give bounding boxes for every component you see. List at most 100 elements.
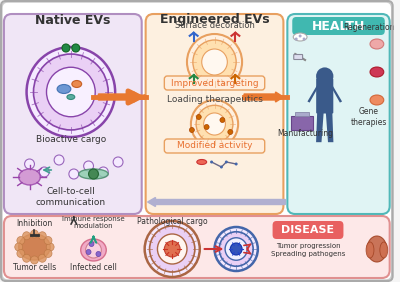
- FancyBboxPatch shape: [146, 14, 284, 214]
- Text: Engineered EVs: Engineered EVs: [160, 14, 269, 27]
- Text: Immune response
modulation: Immune response modulation: [62, 215, 125, 228]
- Circle shape: [44, 250, 52, 257]
- Circle shape: [86, 250, 91, 254]
- Circle shape: [228, 129, 233, 135]
- Polygon shape: [316, 113, 324, 142]
- Text: Pathological cargo: Pathological cargo: [137, 217, 208, 226]
- Ellipse shape: [81, 239, 106, 261]
- Circle shape: [34, 54, 108, 130]
- Circle shape: [25, 159, 34, 169]
- Circle shape: [210, 160, 213, 164]
- Circle shape: [30, 230, 38, 238]
- Circle shape: [23, 254, 30, 262]
- Circle shape: [316, 67, 334, 85]
- Circle shape: [26, 47, 115, 137]
- Circle shape: [86, 242, 101, 258]
- FancyBboxPatch shape: [292, 17, 385, 35]
- Ellipse shape: [370, 67, 384, 77]
- Circle shape: [69, 169, 79, 179]
- Circle shape: [89, 241, 94, 246]
- Circle shape: [302, 38, 306, 41]
- Circle shape: [196, 114, 201, 120]
- Circle shape: [158, 234, 187, 264]
- Circle shape: [225, 238, 247, 260]
- Circle shape: [190, 127, 194, 133]
- Circle shape: [220, 118, 225, 122]
- Circle shape: [164, 241, 180, 257]
- Text: Regeneration: Regeneration: [343, 23, 395, 32]
- Text: Surface decoration: Surface decoration: [174, 21, 254, 30]
- Circle shape: [46, 67, 95, 117]
- Circle shape: [150, 226, 195, 272]
- FancyBboxPatch shape: [287, 14, 390, 214]
- Circle shape: [96, 252, 101, 257]
- Ellipse shape: [19, 234, 50, 260]
- Circle shape: [17, 237, 25, 244]
- Circle shape: [230, 243, 242, 255]
- Circle shape: [219, 232, 253, 266]
- Text: DISEASE: DISEASE: [282, 225, 334, 235]
- Circle shape: [214, 227, 258, 271]
- Ellipse shape: [366, 242, 374, 258]
- Text: Tumor cells: Tumor cells: [13, 263, 56, 272]
- FancyBboxPatch shape: [4, 216, 390, 278]
- Polygon shape: [331, 85, 342, 103]
- Text: Improved targeting: Improved targeting: [171, 78, 258, 87]
- FancyArrow shape: [244, 92, 284, 102]
- Text: Inhibition: Inhibition: [16, 219, 52, 228]
- Ellipse shape: [197, 160, 207, 164]
- FancyBboxPatch shape: [294, 54, 302, 60]
- Ellipse shape: [57, 85, 71, 94]
- Circle shape: [193, 40, 236, 84]
- Circle shape: [113, 157, 123, 167]
- Circle shape: [88, 169, 98, 179]
- Ellipse shape: [19, 169, 40, 185]
- Text: Manufacturing: Manufacturing: [277, 129, 333, 138]
- Circle shape: [225, 160, 228, 164]
- FancyBboxPatch shape: [291, 116, 313, 130]
- Polygon shape: [326, 113, 334, 142]
- Circle shape: [23, 232, 30, 240]
- Text: Cell-to-cell
communication: Cell-to-cell communication: [36, 187, 106, 207]
- Ellipse shape: [79, 169, 108, 179]
- Circle shape: [30, 256, 38, 264]
- Text: Modified activity: Modified activity: [177, 142, 252, 151]
- Text: Infected cell: Infected cell: [70, 263, 117, 272]
- Circle shape: [17, 250, 25, 257]
- Ellipse shape: [370, 39, 384, 49]
- Ellipse shape: [72, 80, 82, 87]
- Circle shape: [84, 161, 94, 171]
- Circle shape: [15, 243, 23, 251]
- FancyBboxPatch shape: [272, 221, 344, 239]
- Ellipse shape: [380, 242, 388, 258]
- FancyBboxPatch shape: [2, 2, 392, 280]
- Text: Gene
therapies: Gene therapies: [351, 107, 387, 127]
- FancyBboxPatch shape: [4, 14, 142, 214]
- Circle shape: [191, 100, 238, 148]
- Circle shape: [187, 34, 242, 90]
- Ellipse shape: [367, 236, 387, 262]
- Ellipse shape: [293, 33, 307, 41]
- Circle shape: [98, 167, 108, 177]
- Circle shape: [204, 113, 225, 135]
- Text: HEALTH: HEALTH: [312, 19, 365, 32]
- Ellipse shape: [67, 94, 75, 100]
- Circle shape: [72, 44, 80, 52]
- Circle shape: [202, 49, 227, 75]
- FancyBboxPatch shape: [295, 112, 309, 116]
- Circle shape: [54, 155, 64, 165]
- Circle shape: [295, 38, 298, 41]
- Ellipse shape: [370, 95, 384, 105]
- Circle shape: [145, 221, 200, 277]
- Circle shape: [204, 124, 209, 129]
- Circle shape: [38, 232, 46, 240]
- Text: Native EVs: Native EVs: [35, 14, 110, 27]
- Polygon shape: [308, 85, 318, 103]
- Circle shape: [220, 166, 223, 169]
- Text: Loading therapeutics: Loading therapeutics: [166, 96, 262, 105]
- Text: Spreading pathogens: Spreading pathogens: [271, 251, 345, 257]
- FancyBboxPatch shape: [164, 139, 265, 153]
- Circle shape: [39, 167, 49, 177]
- Circle shape: [196, 105, 233, 143]
- Circle shape: [62, 44, 70, 52]
